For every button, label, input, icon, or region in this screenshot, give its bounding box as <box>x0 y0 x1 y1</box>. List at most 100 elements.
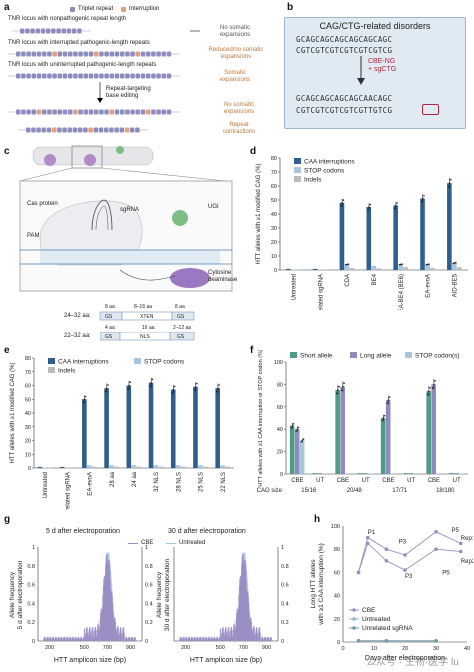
y-tick-label: 20 <box>277 450 283 456</box>
bar-0 <box>289 425 295 474</box>
data-point <box>218 384 220 386</box>
bar-1 <box>153 465 159 468</box>
row5-bead <box>52 127 57 133</box>
row5-bead <box>114 127 119 133</box>
bar-2 <box>349 267 355 270</box>
seq-top2: GCAGCAGCAGCAGCAACAGC <box>296 94 393 103</box>
y-tick-label: 1 <box>145 545 148 551</box>
legend-swatch <box>48 367 55 373</box>
data-point <box>300 440 302 443</box>
bar-2 <box>114 466 119 468</box>
x-tick-label: UT <box>453 478 461 484</box>
row5-bead <box>130 127 135 133</box>
row3-bead <box>31 73 36 79</box>
legend-marker <box>352 617 356 621</box>
row4-bead <box>31 109 36 115</box>
row5-bead <box>62 127 67 133</box>
row4-bead <box>130 109 135 115</box>
y-tick-label: 40 <box>334 594 340 600</box>
y-tick-label: 0.6 <box>145 583 153 589</box>
data-point <box>217 387 219 390</box>
bar-0 <box>148 382 154 468</box>
legend-interruption: Interruption <box>121 6 159 13</box>
bar-0 <box>285 268 291 270</box>
row4-bead <box>16 109 21 115</box>
row1-bead <box>40 28 46 34</box>
y-tick-label: 0.8 <box>27 564 35 570</box>
data-point <box>129 381 131 383</box>
row3-bead <box>146 73 151 79</box>
legend-label: Long allele <box>360 353 392 360</box>
panel-h-label: h <box>314 514 321 525</box>
data-point <box>346 263 348 266</box>
y-axis-label: 5 d after electroporation <box>17 560 24 629</box>
x-tick-label: UT <box>316 478 324 484</box>
legend-interruption-label: Interruption <box>129 6 160 12</box>
nls-label: NLS <box>140 334 150 340</box>
data-point <box>196 382 198 385</box>
xten-seg-2: 8–16 aa <box>134 304 153 310</box>
row5-bead <box>46 127 52 133</box>
y-axis-label: Long HTT alleles <box>310 559 317 609</box>
bar-1 <box>431 384 436 474</box>
y-tick-label: 30 <box>25 425 31 431</box>
row1-bead <box>56 28 61 34</box>
data-point <box>171 391 174 394</box>
x-tick-label: CDA <box>345 274 351 287</box>
data-point <box>423 194 425 197</box>
data-point <box>295 430 297 432</box>
row1-bead <box>72 28 77 34</box>
row3-bead <box>114 73 120 79</box>
point-label: P1 <box>368 530 376 536</box>
x-tick-label: EA-BE4 (BE6) <box>399 274 405 310</box>
row4-bead <box>83 109 88 115</box>
panel-g-label: g <box>4 514 11 525</box>
bar-1 <box>198 465 203 468</box>
point-label: P3 <box>405 574 413 580</box>
g-legend-cbe: CBE <box>128 540 153 547</box>
bar-2 <box>436 473 441 474</box>
row4-bead <box>109 109 114 115</box>
row3-bead <box>151 73 156 79</box>
legend-triplet-label: Triplet repeat <box>78 6 114 12</box>
panel-f-label: f <box>250 345 254 356</box>
bar-1 <box>344 264 350 270</box>
row4-bead <box>62 109 68 115</box>
row2-bead <box>140 51 146 57</box>
after-outcome-2: Repeat contractions <box>222 122 256 135</box>
series-line <box>358 542 461 573</box>
down-arrow-head-icon <box>97 98 103 103</box>
x-tick-label: CBE <box>382 478 394 484</box>
x-tick-label: 200 <box>45 645 54 651</box>
bar-1 <box>317 473 323 474</box>
row5-bead <box>88 127 93 133</box>
panel-a-label: a <box>4 2 10 13</box>
data-point <box>454 261 457 264</box>
x-tick-label: UT <box>407 478 415 484</box>
data-point <box>172 388 175 391</box>
row4-bead <box>120 109 125 115</box>
row3-bead <box>52 73 57 79</box>
seq-bot2: CGTCGTCGTCGTCGTTGTCG <box>296 106 393 115</box>
legend-swatch <box>290 352 297 358</box>
panel-c-label: c <box>4 146 10 157</box>
legend-swatch <box>294 176 301 182</box>
data-point <box>395 204 397 207</box>
legend-marker <box>352 608 356 612</box>
row2-bead <box>42 51 47 57</box>
data-point <box>341 202 343 204</box>
y-tick-label: 60 <box>271 184 277 190</box>
bar-0 <box>312 268 318 270</box>
data-point <box>150 381 153 384</box>
legend-label: Indels <box>304 177 322 184</box>
legend-label: Untreated <box>362 616 391 623</box>
g-title-left: 5 d after electroporation <box>46 528 120 535</box>
row5-bead <box>36 127 41 133</box>
bar-1 <box>408 473 414 474</box>
untreated-line-icon <box>166 542 176 545</box>
gs-label-2: GS <box>177 314 185 320</box>
data-point <box>105 387 108 390</box>
y-tick-label: 80 <box>271 156 277 162</box>
y-tick-label: 50 <box>25 397 31 403</box>
row2-bead <box>104 51 109 57</box>
